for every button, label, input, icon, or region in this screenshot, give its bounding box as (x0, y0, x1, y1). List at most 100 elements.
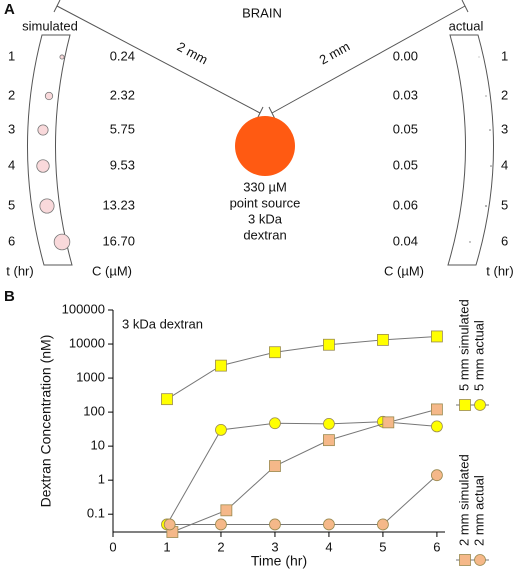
simulated-circle (44, 91, 54, 101)
actual-dot (469, 241, 471, 243)
x-tick-label: 2 (217, 539, 224, 554)
actual-value: 0.06 (393, 197, 418, 212)
data-point (323, 518, 335, 531)
data-point (269, 518, 281, 531)
legend-label: 5 mm simulated (456, 299, 471, 391)
t-label: t (hr) (6, 263, 33, 278)
series-line (172, 408, 438, 533)
simulated-circle (36, 159, 50, 173)
data-point (269, 417, 281, 430)
series-line (169, 474, 438, 525)
brain-title: BRAIN (242, 5, 282, 20)
data-point (215, 359, 227, 372)
y-tick-label: 10000 (69, 335, 105, 350)
simulated-value: 9.53 (110, 157, 135, 172)
actual-title: actual (449, 18, 484, 33)
data-point (431, 403, 443, 416)
actual-value: 0.05 (393, 157, 418, 172)
legend-label: 5 mm actual (471, 320, 486, 391)
x-tick-label: 5 (379, 539, 386, 554)
t-value: 2 (8, 87, 15, 102)
source-label: dextran (243, 227, 286, 242)
data-point (377, 518, 389, 531)
x-tick-label: 4 (325, 539, 332, 554)
actual-dot (490, 165, 492, 167)
panel-label: A (4, 1, 15, 18)
distance-line (271, 5, 466, 114)
t-value: 6 (501, 233, 508, 248)
simulated-circle (59, 54, 65, 60)
legend-marker (474, 554, 486, 566)
data-point (163, 518, 176, 531)
legend-label: 2 mm simulated (456, 454, 471, 546)
simulated-value: 5.75 (110, 121, 135, 136)
data-point (323, 418, 335, 430)
data-point (220, 504, 233, 517)
x-tick-label: 0 (109, 539, 116, 554)
t-label: t (hr) (486, 263, 513, 278)
t-value: 1 (8, 48, 15, 63)
t-value: 4 (8, 157, 15, 172)
data-point (377, 333, 389, 346)
source-label: point source (230, 195, 301, 210)
y-tick-label: 1000 (76, 370, 105, 385)
data-point (431, 330, 443, 343)
simulated-circle (37, 124, 49, 136)
series-line (166, 421, 437, 525)
data-point (382, 416, 395, 429)
x-tick-label: 6 (433, 539, 440, 554)
y-tick-label: 1 (98, 472, 105, 487)
t-value: 2 (501, 87, 508, 102)
data-point (269, 460, 281, 472)
data-point (431, 420, 443, 433)
t-value: 4 (501, 157, 508, 172)
x-tick-label: 1 (163, 539, 170, 554)
y-tick-label: 100000 (62, 301, 105, 316)
actual-strip (447, 34, 494, 266)
actual-value: 0.04 (393, 233, 418, 248)
x-axis-label: Time (hr) (251, 553, 307, 569)
source-label: 330 µM (243, 179, 287, 194)
y-tick-label: 100 (83, 404, 105, 419)
simulated-strip (27, 34, 73, 266)
data-point (323, 434, 335, 447)
data-point (269, 346, 281, 359)
actual-dot (478, 56, 480, 58)
distance-line (56, 5, 261, 114)
actual-dot (485, 205, 487, 207)
x-tick-label: 3 (271, 539, 278, 554)
simulated-circle (39, 198, 55, 214)
distance-lines (27, 0, 494, 266)
data-point (431, 469, 443, 482)
series-line (166, 335, 437, 400)
t-value: 3 (8, 121, 15, 136)
cap (461, 0, 469, 13)
data-point (215, 423, 227, 436)
actual-value: 0.00 (393, 48, 418, 63)
simulated-value: 16.70 (102, 233, 135, 248)
actual-value: 0.05 (393, 121, 418, 136)
y-tick-label: 10 (91, 438, 105, 453)
point-source (235, 116, 295, 176)
actual-value: 0.03 (393, 87, 418, 102)
source-label: 3 kDa (248, 211, 283, 226)
y-axis-label: Dextran Concentration (nM) (38, 335, 54, 508)
legend-label: 2 mm actual (471, 475, 486, 546)
simulated-value: 0.24 (110, 48, 135, 63)
simulated-circle (53, 233, 71, 251)
distance-label: 2 mm (175, 39, 211, 68)
actual-dot (485, 95, 487, 97)
data-point (161, 393, 173, 406)
data-point (215, 518, 227, 531)
panel-label: B (4, 288, 15, 305)
y-tick-label: 0.1 (87, 506, 105, 521)
actual-dot (489, 129, 491, 131)
annotation: 3 kDa dextran (122, 316, 203, 331)
t-value: 5 (501, 197, 508, 212)
legend-marker (474, 399, 486, 411)
data-point (323, 338, 335, 351)
t-value: 3 (501, 121, 508, 136)
